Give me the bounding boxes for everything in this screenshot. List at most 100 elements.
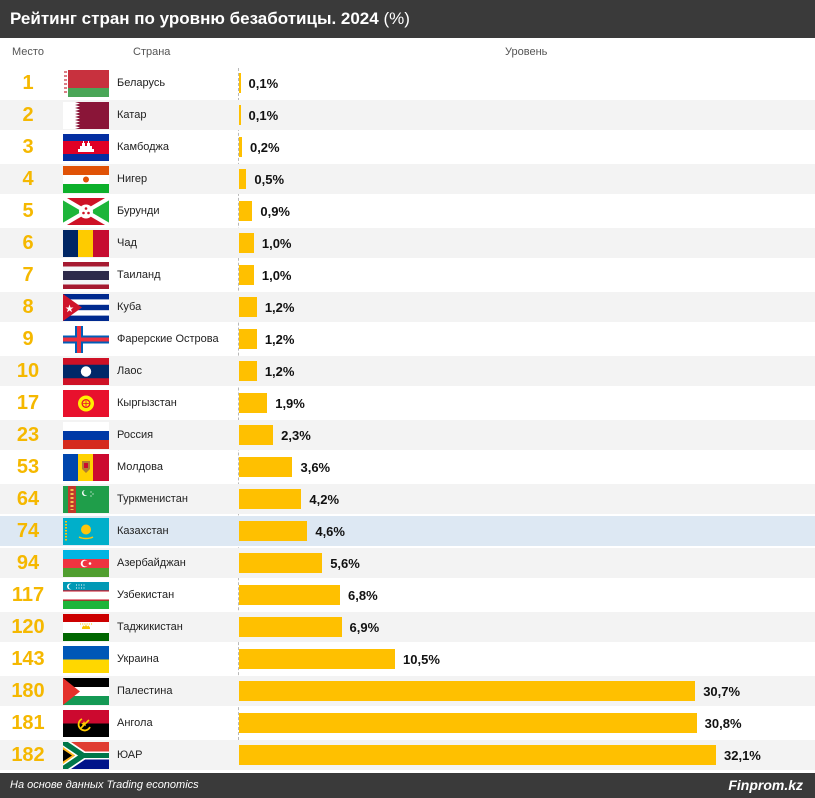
country-label: Куба: [117, 301, 142, 313]
column-header-country: Страна: [133, 46, 171, 58]
table-row: 64 Туркменистан 4,2%: [0, 484, 815, 514]
bar: [239, 73, 241, 93]
country-label: Казахстан: [117, 525, 169, 537]
rank-label: 6: [22, 232, 34, 254]
country-label: Камбоджа: [117, 141, 170, 153]
rank-label: 7: [22, 264, 34, 286]
table-row: 10 Лаос 1,2%: [0, 356, 815, 386]
country-label: Молдова: [117, 461, 163, 473]
value-label: 4,6%: [315, 524, 345, 539]
palestine-flag: [63, 678, 109, 705]
chart-footer: На основе данных Trading economics Finpr…: [0, 773, 815, 798]
turkmenistan-flag: [63, 486, 109, 513]
country-label: Катар: [117, 109, 147, 121]
bar: [239, 617, 342, 637]
table-row: 74 Казахстан 4,6%: [0, 516, 815, 546]
rank-label: 74: [16, 520, 40, 542]
south-africa-flag: [63, 742, 109, 769]
table-row: 117 Узбекистан 6,8%: [0, 580, 815, 610]
rank-label: 94: [16, 552, 40, 574]
table-row: 23 Россия 2,3%: [0, 420, 815, 450]
moldova-flag: [63, 454, 109, 481]
burundi-flag: [63, 198, 109, 225]
brand-logo: Finprom.kz: [728, 777, 803, 793]
country-label: Ангола: [117, 717, 153, 729]
table-row: 9 Фарерские Острова 1,2%: [0, 324, 815, 354]
value-label: 0,5%: [254, 172, 285, 187]
country-label: Туркменистан: [117, 493, 188, 505]
rank-label: 8: [22, 296, 34, 318]
value-label: 1,2%: [264, 300, 295, 315]
rank-label: 117: [11, 584, 45, 606]
table-row: 4 Нигер 0,5%: [0, 164, 815, 194]
value-label: 1,0%: [261, 236, 292, 251]
value-label: 0,1%: [248, 108, 279, 123]
chart-title-unit: (%): [383, 9, 410, 28]
country-label: Чад: [117, 237, 137, 249]
bar: [239, 457, 293, 477]
table-row: 120 Таджикистан 6,9%: [0, 612, 815, 642]
chart-title-text: Рейтинг стран по уровню безаботицы. 2024: [10, 9, 379, 28]
country-label: Таиланд: [117, 269, 161, 281]
table-row: 53 Молдова 3,6%: [0, 452, 815, 482]
belarus-flag: [63, 70, 109, 97]
kyrgyzstan-flag: [63, 390, 109, 417]
bar: [239, 553, 323, 573]
bar: [239, 169, 247, 189]
country-label: Лаос: [117, 365, 142, 377]
table-row: 5 Бурунди 0,9%: [0, 196, 815, 226]
country-label: Узбекистан: [117, 589, 175, 601]
bar: [239, 361, 257, 381]
rank-label: 181: [11, 712, 45, 734]
bar: [239, 681, 696, 701]
uzbekistan-flag: [63, 582, 109, 609]
table-row: 182 ЮАР 32,1%: [0, 740, 815, 770]
table-row: 17 Кыргызстан 1,9%: [0, 388, 815, 418]
russia-flag: [63, 422, 109, 449]
chart-title: Рейтинг стран по уровню безаботицы. 2024…: [10, 9, 410, 29]
bar: [239, 521, 308, 541]
azerbaijan-flag: [63, 550, 109, 577]
country-label: Украина: [117, 653, 159, 665]
table-row: 8 Куба 1,2%: [0, 292, 815, 322]
country-label: ЮАР: [117, 749, 143, 761]
rank-label: 9: [22, 328, 34, 350]
ukraine-flag: [63, 646, 109, 673]
rank-label: 3: [22, 136, 34, 158]
bar: [239, 329, 257, 349]
bar: [239, 745, 716, 765]
rank-label: 1: [22, 72, 34, 94]
value-label: 0,1%: [248, 76, 279, 91]
value-label: 0,9%: [260, 204, 290, 219]
value-label: 32,1%: [724, 748, 761, 763]
country-label: Бурунди: [117, 205, 160, 217]
faroe-islands-flag: [63, 326, 109, 353]
chad-flag: [63, 230, 109, 257]
country-label: Азербайджан: [117, 557, 186, 569]
value-label: 6,9%: [349, 620, 380, 635]
rank-label: 2: [22, 104, 34, 126]
bar: [239, 201, 253, 221]
rank-label: 4: [22, 168, 34, 190]
table-row: 3 Камбоджа 0,2%: [0, 132, 815, 162]
chart-header: Рейтинг стран по уровню безаботицы. 2024…: [0, 0, 815, 38]
rank-label: 120: [11, 616, 45, 638]
cambodia-flag: [63, 134, 109, 161]
table-row: 6 Чад 1,0%: [0, 228, 815, 258]
bar: [239, 489, 302, 509]
laos-flag: [63, 358, 109, 385]
value-label: 30,8%: [704, 716, 742, 731]
bar: [239, 265, 254, 285]
value-label: 1,9%: [275, 396, 305, 411]
rank-label: 23: [16, 424, 40, 446]
niger-flag: [63, 166, 109, 193]
rank-label: 5: [22, 200, 34, 222]
value-label: 1,0%: [261, 268, 292, 283]
country-label: Беларусь: [117, 77, 166, 89]
table-row: 94 Азербайджан 5,6%: [0, 548, 815, 578]
value-label: 30,7%: [703, 684, 741, 699]
angola-flag: [63, 710, 109, 737]
country-label: Кыргызстан: [117, 397, 177, 409]
country-label: Фарерские Острова: [117, 333, 219, 345]
bar: [239, 425, 274, 445]
